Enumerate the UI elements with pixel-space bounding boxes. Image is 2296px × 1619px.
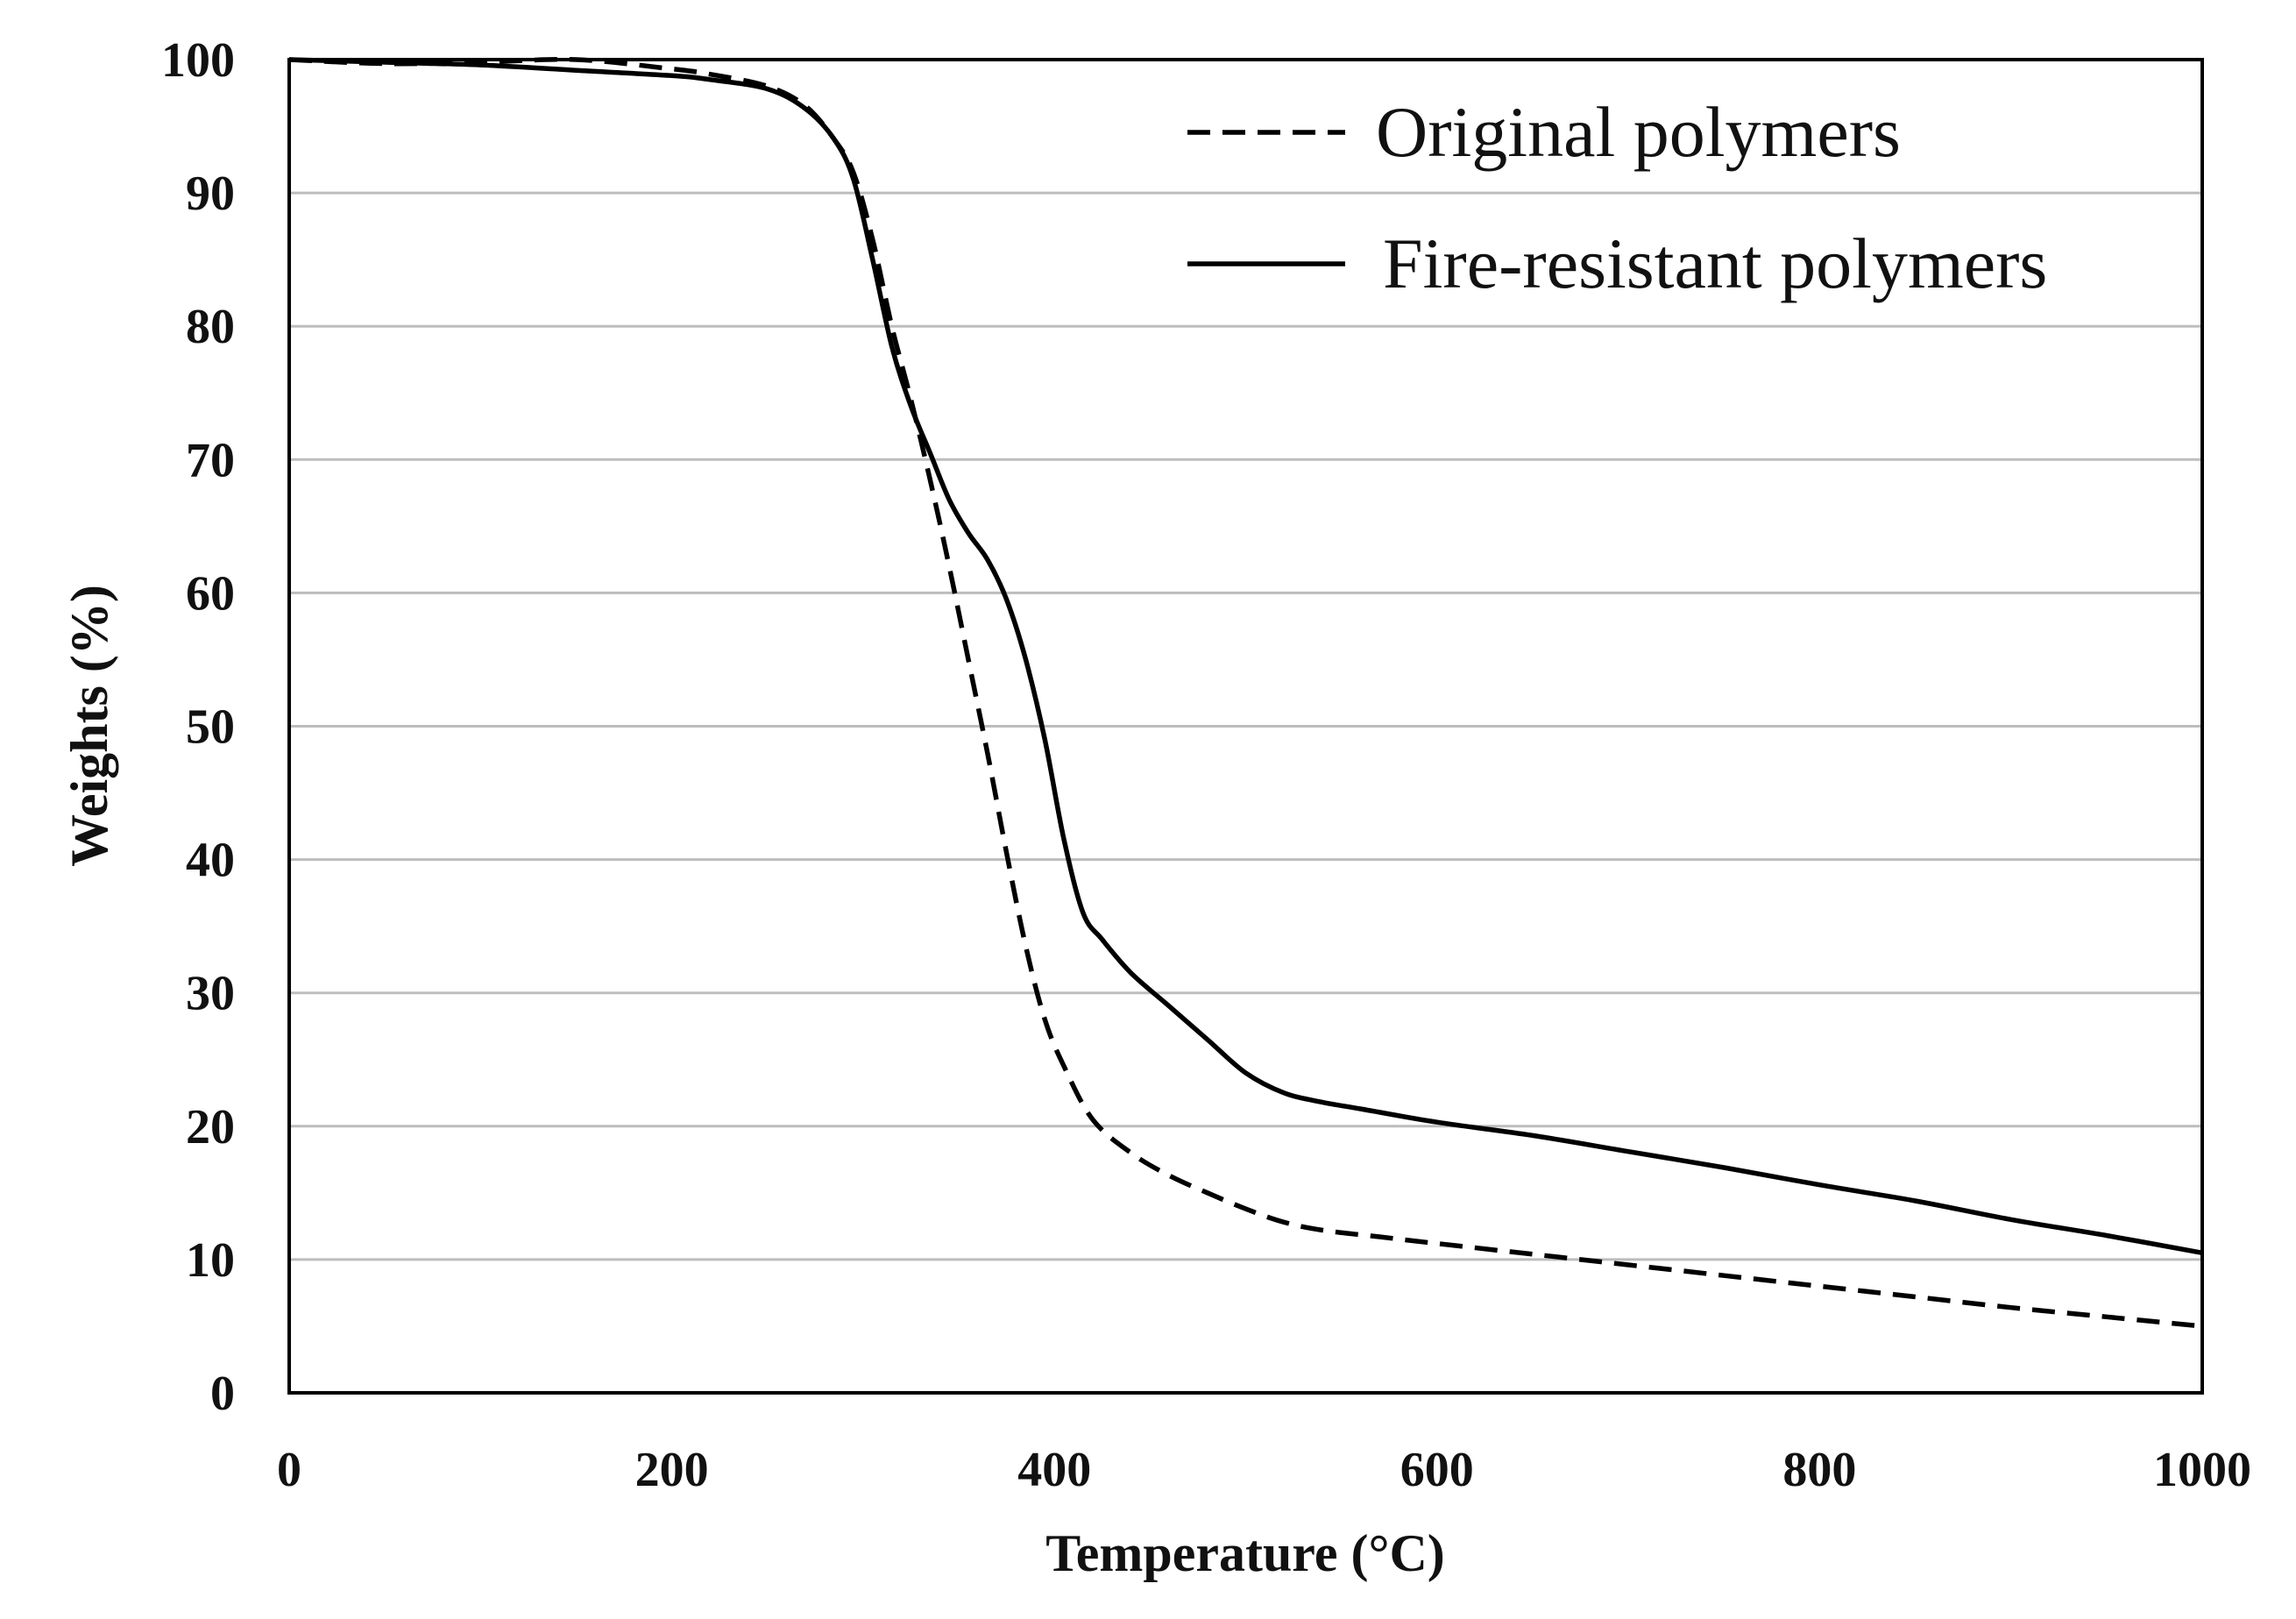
y-tick-label: 70 xyxy=(186,433,235,487)
series-line-fire-resistant-polymers xyxy=(288,57,2203,1256)
series-line-original-polymers xyxy=(288,56,2203,1329)
y-tick-label: 60 xyxy=(186,566,235,621)
y-tick-label: 20 xyxy=(186,1100,235,1154)
legend-label-fire-resistant: Fire-resistant polymers xyxy=(1383,224,2047,303)
legend: Original polymers Fire-resistant polymer… xyxy=(1187,92,2047,303)
y-tick-label: 0 xyxy=(210,1367,235,1421)
y-tick-label: 50 xyxy=(186,700,235,755)
y-tick-label: 90 xyxy=(186,167,235,221)
y-tick-label: 40 xyxy=(186,834,235,888)
x-tick-label: 600 xyxy=(1400,1443,1474,1497)
y-tick-label: 30 xyxy=(186,967,235,1021)
x-tick-label: 800 xyxy=(1782,1443,1856,1497)
plot-frame xyxy=(287,58,2204,1395)
x-tick-labels: 0 200 400 600 800 1000 xyxy=(277,1443,2251,1497)
y-axis-title: Weights (%) xyxy=(60,585,118,867)
series-layer xyxy=(288,56,2203,1329)
x-tick-label: 0 xyxy=(277,1443,301,1497)
y-tick-labels: 0 10 20 30 40 50 60 70 80 90 100 xyxy=(161,33,235,1421)
x-tick-label: 1000 xyxy=(2153,1443,2251,1497)
legend-label-original: Original polymers xyxy=(1376,92,1901,172)
x-tick-label: 200 xyxy=(635,1443,709,1497)
x-tick-label: 400 xyxy=(1017,1443,1091,1497)
x-axis-title: Temperature (°C) xyxy=(1045,1524,1445,1582)
y-tick-label: 10 xyxy=(186,1233,235,1288)
y-tick-label: 100 xyxy=(161,33,235,88)
y-tick-label: 80 xyxy=(186,300,235,354)
gridlines xyxy=(289,191,2202,1261)
